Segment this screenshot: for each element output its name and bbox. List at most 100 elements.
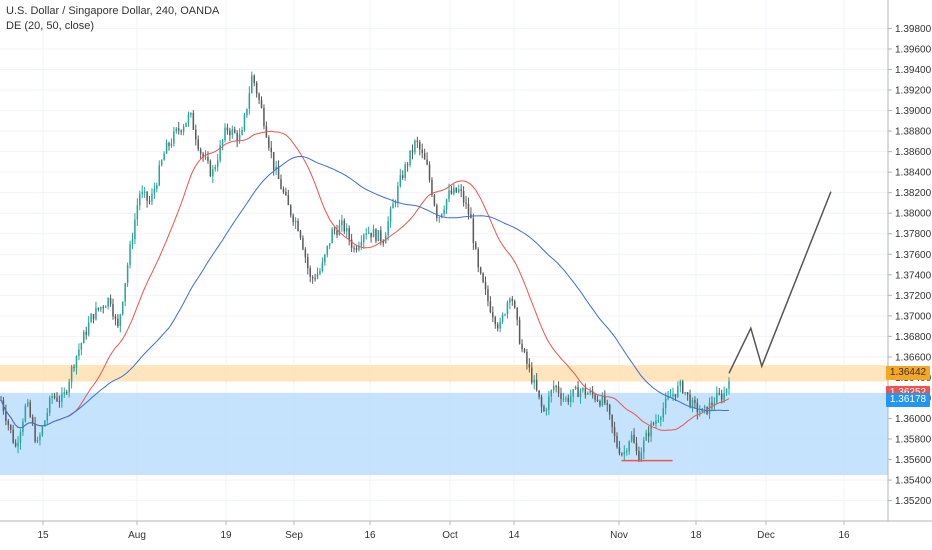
candle-body — [399, 175, 402, 187]
candle-body — [238, 134, 241, 141]
candle-body — [684, 392, 686, 394]
candle-body — [39, 435, 41, 441]
candle-body — [146, 191, 148, 201]
candle-body — [409, 150, 411, 166]
candle-body — [95, 307, 97, 320]
y-tick-label: 1.35800 — [895, 435, 932, 446]
candle-body — [601, 395, 604, 406]
candle-body — [606, 403, 609, 405]
candle-body — [387, 221, 389, 236]
candle-body — [662, 408, 665, 418]
candle-body — [243, 115, 246, 131]
candle-body — [572, 389, 574, 397]
candle-body — [587, 393, 589, 395]
y-tick-label: 1.37600 — [895, 250, 932, 261]
candle-body — [472, 218, 475, 243]
candle-body — [229, 130, 231, 136]
candle-body — [353, 247, 355, 249]
candle-body — [119, 314, 122, 327]
candle-body — [90, 314, 92, 323]
candle-body — [465, 202, 467, 204]
candle-body — [716, 393, 718, 404]
candle-body — [394, 202, 397, 204]
candle-body — [343, 220, 346, 232]
ma-line-20 — [0, 130, 730, 431]
zone-0 — [0, 392, 888, 475]
candle-body — [214, 166, 217, 170]
candle-body — [92, 314, 95, 320]
candle-body — [377, 230, 380, 242]
candle-body — [212, 169, 214, 177]
zone-1 — [0, 365, 888, 382]
candle-body — [460, 189, 462, 191]
candle-body — [496, 324, 499, 329]
candle-body — [170, 143, 173, 146]
candle-body — [292, 215, 294, 223]
candle-body — [236, 132, 238, 141]
candle-body — [518, 319, 521, 344]
candle-body — [177, 128, 180, 131]
candle-body — [197, 139, 199, 150]
candle-body — [633, 434, 635, 443]
candle-body — [455, 187, 458, 193]
candle-body — [80, 343, 83, 350]
x-tick-label: Aug — [128, 530, 146, 541]
y-tick-label: 1.36000 — [895, 414, 932, 425]
candle-body — [645, 432, 647, 441]
x-tick-label: Dec — [757, 530, 775, 541]
candle-body — [640, 452, 643, 462]
candle-body — [358, 245, 360, 250]
candle-body — [535, 379, 538, 391]
candle-body — [448, 190, 450, 200]
candle-body — [628, 441, 630, 452]
price-tag-blue: 1.36178 — [886, 393, 930, 408]
candle-body — [126, 265, 129, 284]
candle-body — [187, 114, 190, 123]
candle-body — [681, 381, 684, 393]
candle-body — [9, 424, 12, 430]
candle-body — [63, 392, 66, 394]
candle-body — [83, 331, 85, 344]
candle-body — [647, 432, 650, 437]
candle-body — [253, 75, 255, 83]
candle-body — [97, 307, 100, 310]
candle-body — [53, 396, 56, 398]
candle-body — [521, 343, 523, 350]
candle-body — [411, 150, 414, 153]
candle-body — [499, 321, 501, 329]
y-tick-label: 1.35400 — [895, 476, 932, 487]
candle-body — [694, 400, 696, 403]
candle-body — [565, 398, 567, 400]
candle-body — [331, 229, 333, 244]
y-tick-label: 1.39000 — [895, 106, 932, 117]
candle-body — [314, 278, 316, 280]
candle-body — [338, 225, 341, 235]
candle-body — [623, 451, 626, 455]
candle-body — [226, 127, 229, 131]
candle-body — [241, 130, 243, 135]
candle-body — [112, 303, 114, 317]
candle-body — [569, 396, 572, 402]
candle-body — [175, 128, 178, 132]
y-tick-label: 1.38200 — [895, 188, 932, 199]
candle-body — [27, 402, 29, 406]
candle-body — [204, 157, 207, 159]
candle-body — [440, 213, 443, 218]
candle-body — [513, 301, 516, 308]
candle-body — [584, 387, 587, 395]
candle-body — [263, 107, 265, 126]
candle-body — [372, 229, 375, 238]
candle-body — [275, 166, 277, 170]
candle-body — [156, 185, 158, 189]
y-tick-label: 1.37000 — [895, 311, 932, 322]
candle-body — [699, 411, 701, 413]
candle-body — [689, 394, 691, 407]
candle-body — [650, 423, 652, 437]
candle-body — [282, 189, 285, 193]
candle-body — [596, 399, 599, 402]
candle-body — [5, 411, 7, 422]
candle-body — [604, 395, 606, 404]
candle-body — [117, 318, 119, 327]
candle-body — [14, 442, 17, 447]
